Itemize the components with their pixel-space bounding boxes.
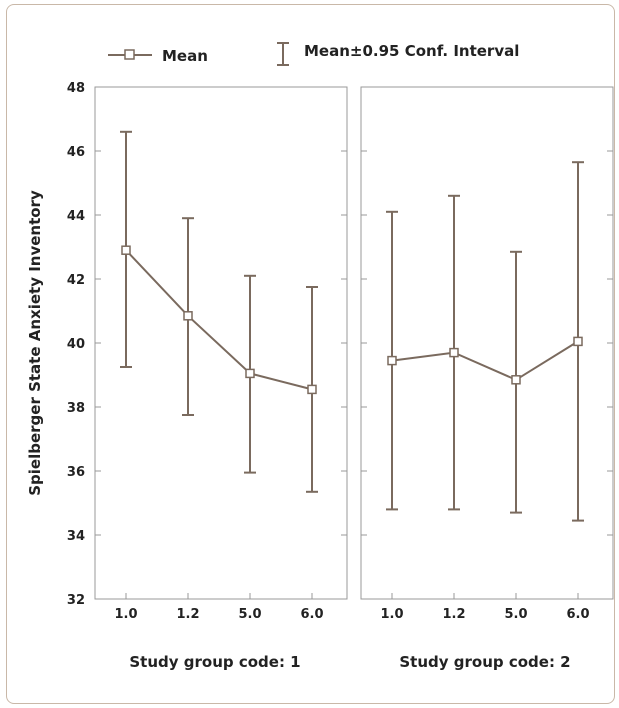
mean-point: [307, 384, 317, 395]
y-tick-label: 38: [67, 401, 85, 416]
y-tick-label: 34: [67, 529, 85, 544]
legend-mean-label: Mean: [162, 47, 208, 65]
chart-marks: 32 34 36 38 40 42 44 46 48 1.0 1.2 5.0 6.0 1.0 1.2 5.0 6…: [67, 81, 613, 622]
mean-point: [387, 355, 397, 366]
x-tick-label: 1.0: [380, 607, 403, 622]
panel-2-box: [360, 86, 614, 600]
mean-point: [121, 245, 131, 255]
y-tick-label: 46: [67, 145, 85, 160]
mean-point: [511, 375, 521, 385]
mean-point: [245, 368, 255, 379]
x-tick-label: 6.0: [300, 607, 323, 622]
legend: Mean Mean±0.95 Conf. Interval: [108, 42, 519, 66]
mean-line: [391, 340, 579, 381]
x-tick-label: 1.0: [114, 607, 137, 622]
panel-1-box: [94, 86, 348, 600]
y-tick-label: 32: [67, 593, 85, 608]
panel-2-title: Study group code: 2: [399, 653, 570, 671]
y-tick-label: 40: [67, 337, 85, 352]
panel-1-title: Study group code: 1: [129, 653, 300, 671]
legend-ci-label: Mean±0.95 Conf. Interval: [304, 42, 519, 60]
x-tick-label: 1.2: [176, 607, 199, 622]
mean-point: [573, 336, 583, 347]
mean-line: [125, 249, 313, 391]
x-tick-label: 6.0: [566, 607, 589, 622]
y-axis-title: Spielberger State Anxiety Inventory: [26, 190, 44, 496]
mean-point: [183, 311, 193, 321]
x-tick-label: 5.0: [238, 607, 261, 622]
y-tick-label: 42: [67, 273, 85, 288]
x-tick-label: 5.0: [504, 607, 527, 622]
x-tick-label: 1.2: [442, 607, 465, 622]
y-tick-label: 44: [67, 209, 85, 224]
mean-point: [449, 347, 459, 358]
legend-mean-marker: [124, 49, 135, 60]
y-tick-label: 36: [67, 465, 85, 480]
y-tick-label: 48: [67, 81, 85, 96]
